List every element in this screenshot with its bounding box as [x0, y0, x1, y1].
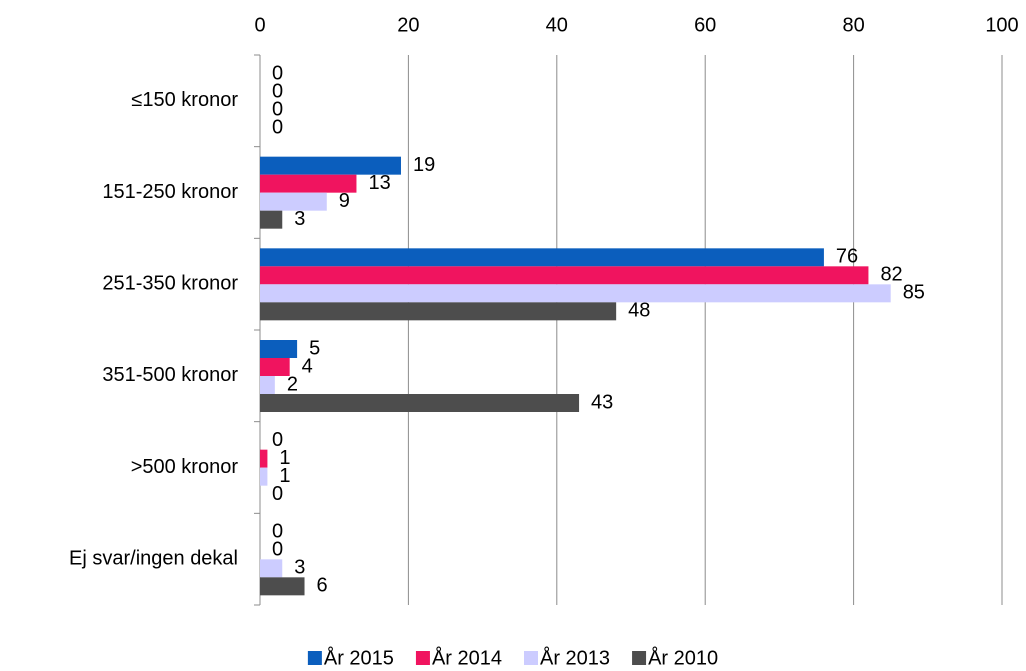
- bar: [260, 358, 290, 376]
- bar: [260, 248, 824, 267]
- data-label: 85: [903, 282, 925, 304]
- y-tick-label: Ej svar/ingen dekal: [69, 547, 238, 569]
- bar: [260, 284, 891, 303]
- bar: [260, 266, 869, 285]
- bar: [260, 340, 298, 358]
- bar: [260, 192, 327, 211]
- data-label: 19: [413, 154, 435, 176]
- data-label: 5: [309, 337, 320, 359]
- data-label: 3: [294, 208, 305, 230]
- x-tick-label: 60: [694, 14, 716, 36]
- data-label: 6: [317, 575, 328, 597]
- legend-label: År 2015: [324, 646, 394, 669]
- bar: [260, 376, 275, 394]
- data-label: 43: [591, 391, 613, 413]
- bar: [260, 210, 283, 229]
- legend-label: År 2013: [540, 646, 610, 669]
- data-label: 0: [272, 98, 283, 120]
- bar: [260, 302, 617, 321]
- data-label: 0: [272, 539, 283, 561]
- x-tick-label: 20: [397, 14, 419, 36]
- data-label: 48: [628, 300, 650, 322]
- x-tick-label: 0: [254, 14, 265, 36]
- data-label: 0: [272, 483, 283, 505]
- bar: [260, 467, 268, 486]
- legend-swatch: [632, 651, 647, 665]
- data-label: 2: [287, 373, 298, 395]
- x-tick-label: 100: [985, 14, 1018, 36]
- y-tick-label: 351-500 kronor: [102, 364, 238, 386]
- bar: [260, 174, 357, 193]
- data-label: 0: [272, 116, 283, 138]
- legend-label: År 2010: [648, 646, 718, 669]
- data-label: 9: [339, 190, 350, 212]
- data-label: 1: [279, 465, 290, 487]
- bar: [260, 559, 283, 578]
- legend-swatch: [415, 651, 430, 665]
- y-tick-label: >500 kronor: [131, 456, 239, 478]
- data-label: 13: [368, 172, 390, 194]
- bar: [260, 156, 401, 175]
- x-tick-label: 40: [546, 14, 568, 36]
- y-tick-label: 251-350 kronor: [102, 272, 238, 294]
- y-tick-label: 151-250 kronor: [102, 181, 238, 203]
- data-label: 3: [294, 557, 305, 579]
- data-label: 0: [272, 62, 283, 84]
- data-label: 82: [880, 264, 902, 286]
- y-tick-label: ≤150 kronor: [131, 89, 238, 111]
- bar: [260, 577, 305, 596]
- data-label: 0: [272, 429, 283, 451]
- bar: [260, 394, 580, 412]
- data-label: 4: [302, 355, 313, 377]
- legend-swatch: [307, 651, 322, 665]
- data-label: 1: [279, 447, 290, 469]
- legend-swatch: [524, 651, 538, 665]
- x-tick-label: 80: [842, 14, 864, 36]
- bar: [260, 449, 268, 468]
- data-label: 0: [272, 80, 283, 102]
- legend-label: År 2014: [432, 646, 502, 669]
- data-label: 76: [836, 246, 858, 268]
- data-label: 0: [272, 521, 283, 543]
